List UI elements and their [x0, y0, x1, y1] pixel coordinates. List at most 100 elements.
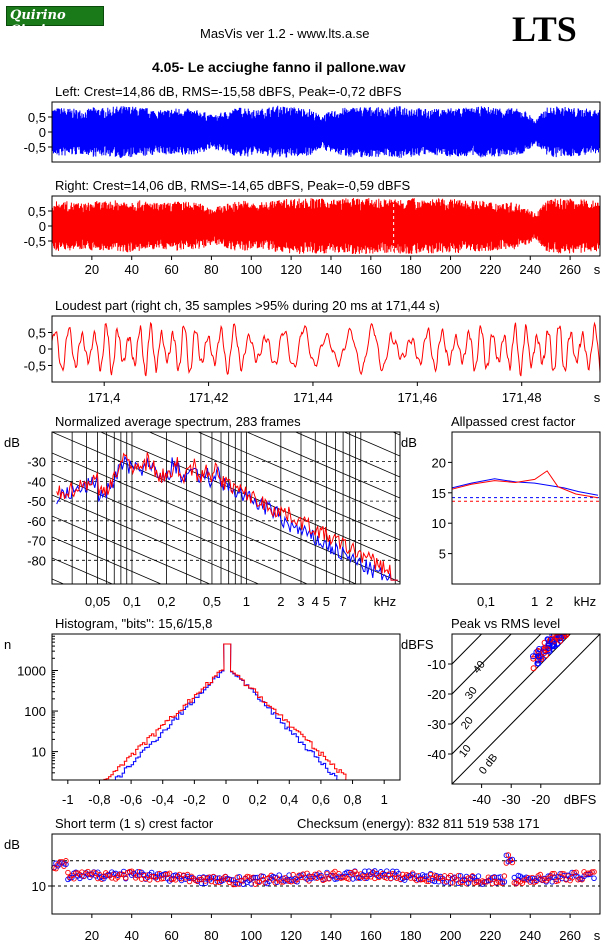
short_term_crest-xtick-label: 80 [204, 928, 218, 943]
short_term_crest-title: Short term (1 s) crest factor [55, 816, 214, 831]
right_wave-ytick-label: -0,5 [24, 234, 46, 249]
peak_vs_rms-ytick-label: -20 [427, 687, 446, 702]
avg_spectrum-xtick-label: 0,1 [123, 594, 141, 609]
short_term_crest-ytick-label: 10 [32, 879, 46, 894]
left_wave-ytick-label: -0,5 [24, 140, 46, 155]
allpassed_crest-title: Allpassed crest factor [451, 414, 576, 429]
allpassed_crest-xtick-label: kHz [574, 594, 596, 609]
peak_vs_rms-point [554, 634, 560, 636]
short_term_crest-point [395, 870, 402, 877]
avg_spectrum-slope-line [294, 432, 400, 478]
short_term_crest-frame [51, 833, 601, 915]
avg_spectrum-xtick-label: 0,05 [85, 594, 110, 609]
peak_vs_rms-diag-label: 40 [471, 659, 488, 676]
track-title: 4.05- Le acciughe fanno il pallone.wav [152, 59, 406, 75]
short_term_crest-point [589, 869, 595, 875]
short_term_crest-point [228, 877, 235, 883]
left_wave-title: Left: Crest=14,86 dB, RMS=-15,58 dBFS, P… [55, 84, 402, 99]
histogram-xtick-label: -0,4 [152, 792, 174, 807]
peak_vs_rms-point [564, 619, 569, 624]
short_term_crest-point [417, 876, 424, 883]
short_term_crest-point [65, 869, 71, 876]
left_wave-ytick-label: 0,5 [28, 110, 46, 125]
short_term_crest-point [250, 874, 257, 881]
short_term_crest-point [501, 873, 508, 879]
peak_vs_rms-point [562, 634, 566, 635]
peak_vs_rms-point [545, 642, 552, 649]
peak_vs_rms-point [557, 637, 564, 644]
peak_vs_rms-point [566, 622, 571, 627]
peak_vs_rms-point [567, 628, 572, 633]
histogram-xtick-label: -0,8 [88, 792, 110, 807]
short_term_crest-point [591, 875, 597, 882]
avg_spectrum-ylabel: dB [4, 435, 20, 450]
short_term_crest-point [158, 876, 165, 882]
avg_spectrum-ytick-label: -80 [27, 553, 46, 568]
avg_spectrum-frame [51, 431, 401, 585]
allpassed_crest-ytick-label: 5 [439, 547, 446, 562]
peak_vs_rms-point [544, 646, 551, 653]
short_term_crest-point [166, 870, 173, 877]
right_wave-ytick-label: 0,5 [28, 204, 46, 219]
short_term_crest-point [248, 881, 255, 887]
short_term_crest-point [509, 856, 516, 863]
histogram-xtick-label: -0,6 [120, 792, 142, 807]
right_wave-xtick-label: 100 [240, 262, 262, 277]
short_term_crest-point [537, 871, 543, 878]
avg_spectrum-xtick-label: 5 [323, 594, 330, 609]
avg_spectrum-slope-line [148, 432, 400, 541]
avg_spectrum-xtick-label: kHz [374, 594, 396, 609]
allpassed_crest-ytick-label: 20 [432, 455, 446, 470]
peak_vs_rms-title: Peak vs RMS level [451, 616, 560, 631]
histogram-xtick-label: 0,4 [280, 792, 298, 807]
histogram-xtick-label: 0,6 [312, 792, 330, 807]
avg_spectrum-slope-line [52, 642, 400, 792]
short_term_crest-point [449, 880, 456, 886]
lts-logo: LTS [512, 9, 577, 49]
short_term_crest-point [551, 870, 557, 877]
peak_vs_rms-point [562, 634, 569, 636]
avg_spectrum-slope-line [52, 536, 163, 584]
peak_vs_rms-point [535, 660, 542, 667]
right_wave-title: Right: Crest=14,06 dB, RMS=-14,65 dBFS, … [55, 178, 410, 193]
short_term_crest-point [286, 872, 292, 878]
peak_vs_rms-point [563, 621, 568, 626]
peak_vs_rms-diag-line [452, 634, 542, 725]
loudest_part-ytick-label: 0,5 [28, 326, 46, 341]
allpassed_crest-xtick-label: 0,1 [477, 594, 495, 609]
short_term_crest-checksum: Checksum (energy): 832 811 519 538 171 [297, 816, 540, 831]
short_term_crest-point [202, 880, 209, 886]
peak_vs_rms-point [563, 623, 568, 628]
avg_spectrum-ytick-label: -70 [27, 534, 46, 549]
peak_vs_rms-ytick-label: -30 [427, 717, 446, 732]
right_wave-xtick-label: 200 [440, 262, 462, 277]
short_term_crest-point [491, 874, 498, 881]
peak_vs_rms-point [566, 622, 571, 627]
allpassed_crest-ytick-label: 15 [432, 486, 446, 501]
peak_vs_rms-diag-line [452, 634, 600, 784]
loudest_part-xtick-label: 171,48 [502, 390, 542, 405]
peak_vs_rms-point [530, 665, 537, 672]
short_term_crest-point [294, 879, 300, 885]
histogram-left-curve [67, 643, 387, 781]
avg_spectrum-slope-line [52, 494, 260, 584]
peak_vs_rms-point [554, 634, 561, 637]
short_term_crest-xtick-label: 40 [124, 928, 138, 943]
short_term_crest-point [501, 879, 508, 885]
avg_spectrum-xtick-label: 3 [297, 594, 304, 609]
badge: Quirino Cieri [6, 6, 104, 38]
avg_spectrum-slope-line [52, 452, 357, 584]
peak_vs_rms-point [541, 650, 548, 657]
short_term_crest-point [260, 873, 266, 880]
peak_vs_rms-point [536, 645, 543, 652]
short_term_crest-xtick-label: 220 [480, 928, 502, 943]
right_wave-xtick-label: 140 [320, 262, 342, 277]
short_term_crest-point [475, 873, 482, 879]
peak_vs_rms-frame [451, 633, 601, 785]
short_term_crest-xtick-label: 100 [240, 928, 262, 943]
peak_vs_rms-points [530, 619, 572, 672]
peak_vs_rms-point [563, 634, 567, 635]
loudest_part-ytick-label: -0,5 [24, 359, 46, 374]
